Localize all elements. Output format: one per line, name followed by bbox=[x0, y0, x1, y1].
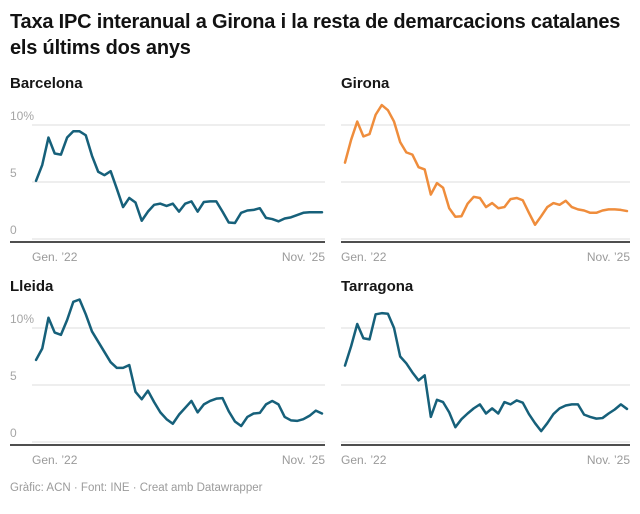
x-axis-line bbox=[10, 443, 325, 446]
x-tick-end: Nov. ’25 bbox=[281, 452, 325, 467]
x-tick-start: Gen. ’22 bbox=[341, 249, 387, 264]
panel-lleida: Lleida 10% 5 0 Gen. ’22 Nov. ’25 bbox=[10, 278, 325, 468]
chart-header: Taxa IPC interanual a Girona i la resta … bbox=[0, 0, 640, 62]
x-axis-line bbox=[341, 240, 630, 243]
panel-title-girona: Girona bbox=[341, 74, 390, 92]
x-axis-labels: Gen. ’22 Nov. ’25 bbox=[32, 250, 325, 265]
line-chart-lleida bbox=[32, 298, 325, 443]
plot-area-barcelona: 10% 5 0 bbox=[10, 95, 325, 245]
y-tick-label-5: 5 bbox=[10, 368, 17, 383]
x-axis-line bbox=[341, 443, 630, 446]
credit-line: Gràfic: ACN · Font: INE · Creat amb Data… bbox=[10, 481, 263, 494]
plot-area-tarragona bbox=[341, 298, 630, 448]
plot-area-girona bbox=[341, 95, 630, 245]
panel-title-barcelona: Barcelona bbox=[10, 74, 83, 92]
x-tick-end: Nov. ’25 bbox=[281, 249, 325, 264]
y-tick-label-5: 5 bbox=[10, 165, 17, 180]
x-tick-end: Nov. ’25 bbox=[586, 249, 630, 264]
y-tick-label-0: 0 bbox=[10, 425, 17, 440]
x-axis-labels: Gen. ’22 Nov. ’25 bbox=[32, 453, 325, 468]
x-tick-start: Gen. ’22 bbox=[32, 249, 78, 264]
x-axis-labels: Gen. ’22 Nov. ’25 bbox=[341, 453, 630, 468]
panel-title-tarragona: Tarragona bbox=[341, 277, 414, 295]
panel-barcelona: Barcelona 10% 5 0 Gen. ’22 Nov. ’25 bbox=[10, 75, 325, 265]
x-axis-labels: Gen. ’22 Nov. ’25 bbox=[341, 250, 630, 265]
y-tick-label-10: 10% bbox=[10, 108, 35, 123]
x-tick-end: Nov. ’25 bbox=[586, 452, 630, 467]
chart-title: Taxa IPC interanual a Girona i la resta … bbox=[10, 11, 621, 60]
panel-title-lleida: Lleida bbox=[10, 277, 54, 295]
panel-girona: Girona Gen. ’22 Nov. ’25 bbox=[341, 75, 630, 265]
small-multiples-grid: Barcelona 10% 5 0 Gen. ’22 Nov. ’25 Giro… bbox=[0, 62, 640, 468]
line-chart-girona bbox=[341, 103, 630, 240]
plot-area-lleida: 10% 5 0 bbox=[10, 298, 325, 448]
chart-footer: Gràfic: ACN · Font: INE · Creat amb Data… bbox=[0, 468, 640, 494]
x-tick-start: Gen. ’22 bbox=[341, 452, 387, 467]
y-tick-label-0: 0 bbox=[10, 222, 17, 237]
y-tick-label-10: 10% bbox=[10, 311, 35, 326]
x-axis-line bbox=[10, 240, 325, 243]
line-chart-tarragona bbox=[341, 311, 630, 443]
line-chart-barcelona bbox=[32, 124, 325, 240]
x-tick-start: Gen. ’22 bbox=[32, 452, 78, 467]
panel-tarragona: Tarragona Gen. ’22 Nov. ’25 bbox=[341, 278, 630, 468]
